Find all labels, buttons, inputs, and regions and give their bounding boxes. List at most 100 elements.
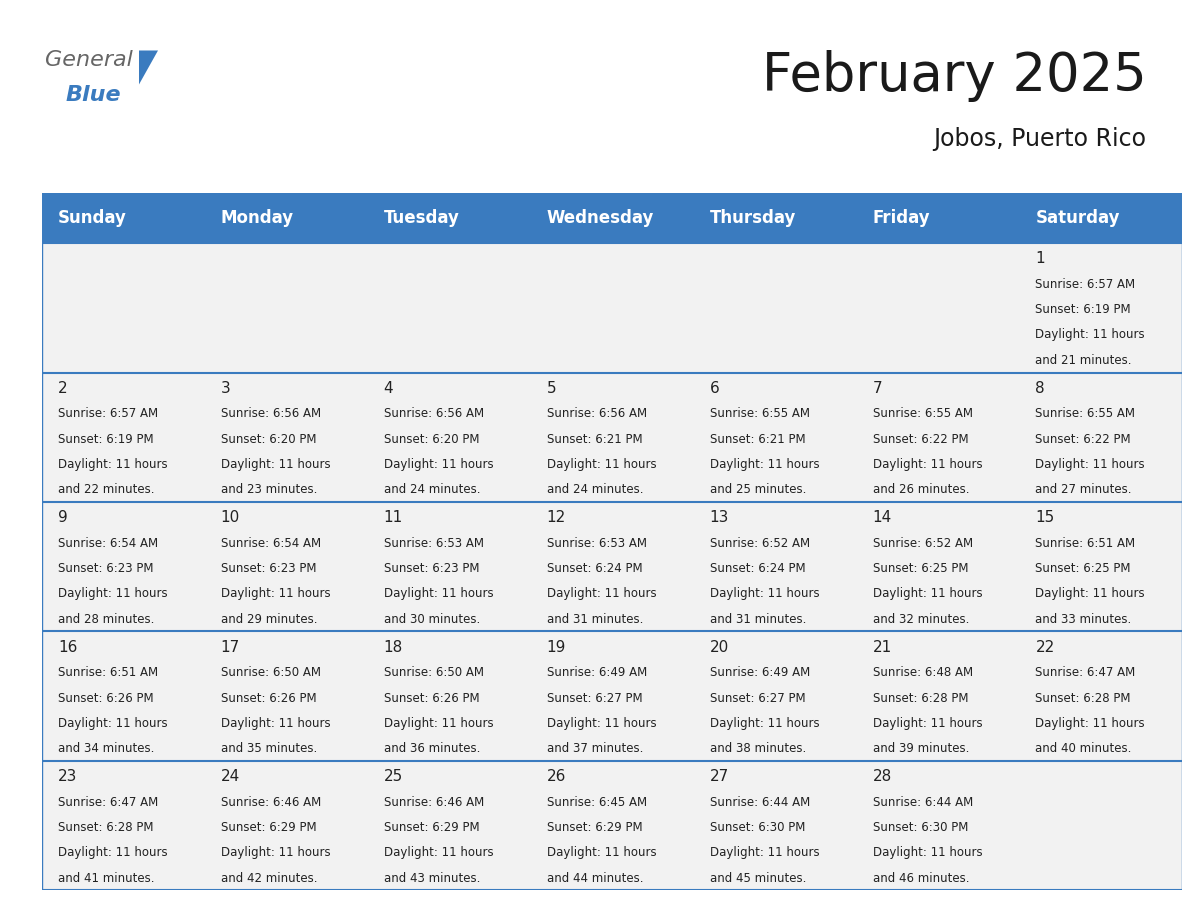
Text: February 2025: February 2025 xyxy=(762,50,1146,103)
Text: Sunrise: 6:46 AM: Sunrise: 6:46 AM xyxy=(221,796,321,809)
Text: Sunrise: 6:56 AM: Sunrise: 6:56 AM xyxy=(384,408,484,420)
Text: Daylight: 11 hours: Daylight: 11 hours xyxy=(221,588,330,600)
Text: 16: 16 xyxy=(58,640,77,655)
Text: Jobos, Puerto Rico: Jobos, Puerto Rico xyxy=(934,127,1146,151)
Text: Daylight: 11 hours: Daylight: 11 hours xyxy=(872,717,982,730)
Bar xyxy=(204,502,367,632)
Text: and 43 minutes.: and 43 minutes. xyxy=(384,871,480,885)
Text: Sunrise: 6:49 AM: Sunrise: 6:49 AM xyxy=(709,666,810,679)
Text: Sunset: 6:21 PM: Sunset: 6:21 PM xyxy=(709,432,805,445)
Text: 14: 14 xyxy=(872,510,892,525)
Text: 22: 22 xyxy=(1036,640,1055,655)
Bar xyxy=(530,243,694,373)
Text: and 28 minutes.: and 28 minutes. xyxy=(58,612,154,626)
Text: Sunrise: 6:51 AM: Sunrise: 6:51 AM xyxy=(1036,537,1136,550)
Text: Sunrise: 6:55 AM: Sunrise: 6:55 AM xyxy=(872,408,973,420)
Text: Sunset: 6:28 PM: Sunset: 6:28 PM xyxy=(58,821,153,834)
Text: 19: 19 xyxy=(546,640,565,655)
Text: Saturday: Saturday xyxy=(1036,209,1120,227)
Text: Sunrise: 6:57 AM: Sunrise: 6:57 AM xyxy=(58,408,158,420)
Text: Daylight: 11 hours: Daylight: 11 hours xyxy=(1036,588,1145,600)
Text: Sunrise: 6:44 AM: Sunrise: 6:44 AM xyxy=(709,796,810,809)
Text: Daylight: 11 hours: Daylight: 11 hours xyxy=(384,588,493,600)
Text: 1: 1 xyxy=(1036,252,1045,266)
Text: 3: 3 xyxy=(221,381,230,396)
Text: 25: 25 xyxy=(384,769,403,784)
Bar xyxy=(42,761,204,890)
Text: 27: 27 xyxy=(709,769,728,784)
Text: Sunset: 6:29 PM: Sunset: 6:29 PM xyxy=(384,821,479,834)
Text: Daylight: 11 hours: Daylight: 11 hours xyxy=(221,846,330,859)
Bar xyxy=(367,502,530,632)
Text: Sunset: 6:29 PM: Sunset: 6:29 PM xyxy=(221,821,316,834)
Text: and 29 minutes.: and 29 minutes. xyxy=(221,612,317,626)
Text: Daylight: 11 hours: Daylight: 11 hours xyxy=(546,717,656,730)
Text: Sunrise: 6:56 AM: Sunrise: 6:56 AM xyxy=(221,408,321,420)
Text: Sunset: 6:29 PM: Sunset: 6:29 PM xyxy=(546,821,643,834)
Bar xyxy=(1019,761,1182,890)
Text: 2: 2 xyxy=(58,381,68,396)
Text: 18: 18 xyxy=(384,640,403,655)
Text: Wednesday: Wednesday xyxy=(546,209,655,227)
Text: and 36 minutes.: and 36 minutes. xyxy=(384,742,480,756)
Bar xyxy=(694,502,857,632)
Bar xyxy=(1019,632,1182,761)
Text: and 39 minutes.: and 39 minutes. xyxy=(872,742,969,756)
Text: Daylight: 11 hours: Daylight: 11 hours xyxy=(58,846,168,859)
Text: Daylight: 11 hours: Daylight: 11 hours xyxy=(546,458,656,471)
Text: Sunrise: 6:48 AM: Sunrise: 6:48 AM xyxy=(872,666,973,679)
Text: 26: 26 xyxy=(546,769,565,784)
Text: Daylight: 11 hours: Daylight: 11 hours xyxy=(58,717,168,730)
Text: Friday: Friday xyxy=(872,209,930,227)
Text: Daylight: 11 hours: Daylight: 11 hours xyxy=(384,846,493,859)
Text: Daylight: 11 hours: Daylight: 11 hours xyxy=(58,588,168,600)
Text: and 38 minutes.: and 38 minutes. xyxy=(709,742,805,756)
Text: and 21 minutes.: and 21 minutes. xyxy=(1036,353,1132,366)
Bar xyxy=(857,761,1019,890)
Text: and 25 minutes.: and 25 minutes. xyxy=(709,483,805,496)
Text: Sunset: 6:26 PM: Sunset: 6:26 PM xyxy=(384,691,479,705)
Text: 6: 6 xyxy=(709,381,719,396)
Text: Tuesday: Tuesday xyxy=(384,209,460,227)
Text: Daylight: 11 hours: Daylight: 11 hours xyxy=(221,717,330,730)
Bar xyxy=(204,632,367,761)
Bar xyxy=(204,243,367,373)
Text: Monday: Monday xyxy=(221,209,293,227)
Text: Sunset: 6:27 PM: Sunset: 6:27 PM xyxy=(546,691,643,705)
Text: Daylight: 11 hours: Daylight: 11 hours xyxy=(1036,717,1145,730)
Text: Daylight: 11 hours: Daylight: 11 hours xyxy=(546,588,656,600)
Text: Sunset: 6:23 PM: Sunset: 6:23 PM xyxy=(221,562,316,575)
Text: and 22 minutes.: and 22 minutes. xyxy=(58,483,154,496)
Bar xyxy=(694,761,857,890)
Text: Sunday: Sunday xyxy=(58,209,127,227)
Bar xyxy=(42,193,1182,243)
Text: Daylight: 11 hours: Daylight: 11 hours xyxy=(384,717,493,730)
Bar xyxy=(1019,243,1182,373)
Text: Daylight: 11 hours: Daylight: 11 hours xyxy=(872,588,982,600)
Text: Sunrise: 6:52 AM: Sunrise: 6:52 AM xyxy=(709,537,810,550)
Text: 10: 10 xyxy=(221,510,240,525)
Text: Daylight: 11 hours: Daylight: 11 hours xyxy=(709,717,820,730)
Text: and 24 minutes.: and 24 minutes. xyxy=(384,483,480,496)
Text: Sunset: 6:19 PM: Sunset: 6:19 PM xyxy=(58,432,153,445)
Text: Sunrise: 6:55 AM: Sunrise: 6:55 AM xyxy=(1036,408,1136,420)
Text: and 33 minutes.: and 33 minutes. xyxy=(1036,612,1132,626)
Text: Sunset: 6:20 PM: Sunset: 6:20 PM xyxy=(384,432,479,445)
Text: and 31 minutes.: and 31 minutes. xyxy=(546,612,643,626)
Text: Daylight: 11 hours: Daylight: 11 hours xyxy=(384,458,493,471)
Text: Sunset: 6:23 PM: Sunset: 6:23 PM xyxy=(58,562,153,575)
Text: Sunrise: 6:57 AM: Sunrise: 6:57 AM xyxy=(1036,278,1136,291)
Text: Sunrise: 6:52 AM: Sunrise: 6:52 AM xyxy=(872,537,973,550)
Text: Sunrise: 6:47 AM: Sunrise: 6:47 AM xyxy=(1036,666,1136,679)
Bar xyxy=(857,243,1019,373)
Text: Thursday: Thursday xyxy=(709,209,796,227)
Bar xyxy=(42,632,204,761)
Text: Sunrise: 6:49 AM: Sunrise: 6:49 AM xyxy=(546,666,647,679)
Bar xyxy=(694,243,857,373)
Text: Daylight: 11 hours: Daylight: 11 hours xyxy=(872,458,982,471)
Bar xyxy=(1019,502,1182,632)
Text: Sunrise: 6:46 AM: Sunrise: 6:46 AM xyxy=(384,796,484,809)
Text: and 26 minutes.: and 26 minutes. xyxy=(872,483,969,496)
Text: Sunset: 6:22 PM: Sunset: 6:22 PM xyxy=(872,432,968,445)
Text: and 41 minutes.: and 41 minutes. xyxy=(58,871,154,885)
